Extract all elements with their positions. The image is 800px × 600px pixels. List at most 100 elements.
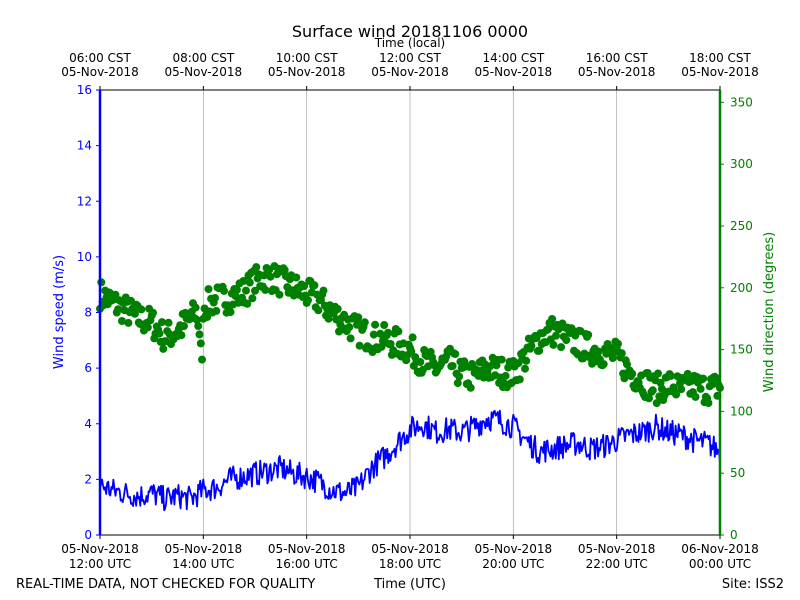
wind-direction-point [300, 282, 309, 290]
wind-direction-point [548, 315, 557, 323]
bottom-tick-time: 00:00 UTC [689, 557, 751, 571]
left-tick-label: 4 [84, 417, 92, 431]
wind-direction-point [369, 330, 378, 339]
wind-direction-point [158, 318, 166, 327]
wind-direction-point [648, 386, 657, 395]
wind-direction-point [252, 263, 261, 272]
wind-direction-point [594, 347, 603, 356]
wind-direction-point [672, 390, 681, 399]
wind-direction-point [535, 346, 544, 355]
wind-direction-point [212, 306, 221, 315]
left-tick-label: 2 [84, 472, 92, 486]
wind-direction-point [466, 383, 475, 392]
left-axis-ticks: 0 2 4 6 8 10 12 14 16 [77, 83, 100, 542]
right-tick-label: 50 [730, 466, 745, 480]
wind-direction-point [196, 339, 205, 348]
bottom-tick-date: 05-Nov-2018 [371, 542, 449, 556]
wind-direction-point [501, 371, 510, 380]
left-tick-label: 8 [84, 306, 92, 320]
left-tick-label: 10 [77, 250, 92, 264]
right-tick-label: 0 [730, 528, 738, 542]
right-axis-label: Wind direction (degrees) [762, 232, 777, 392]
wind-direction-point [522, 356, 531, 365]
wind-direction-point [708, 380, 717, 389]
top-tick-date: 05-Nov-2018 [371, 65, 449, 79]
wind-direction-point [251, 286, 259, 295]
wind-direction-point [155, 329, 164, 338]
right-axis-ticks: 0 50 100 150 200 250 300 350 [720, 95, 753, 542]
x-axis-label: Time (UTC) [373, 577, 446, 592]
top-tick-time: 06:00 CST [69, 51, 131, 65]
wind-direction-point [114, 305, 123, 314]
wind-direction-point [453, 379, 462, 388]
wind-direction-point [455, 372, 464, 381]
bottom-tick-time: 18:00 UTC [379, 557, 441, 571]
wind-direction-point [232, 285, 241, 294]
wind-direction-point [292, 273, 301, 282]
wind-direction-point [164, 318, 173, 327]
right-tick-label: 150 [730, 343, 753, 357]
top-tick-time: 12:00 CST [379, 51, 441, 65]
top-tick-date: 05-Nov-2018 [475, 65, 553, 79]
wind-direction-point [666, 371, 675, 380]
bottom-tick-date: 05-Nov-2018 [61, 542, 139, 556]
right-tick-label: 350 [730, 95, 753, 109]
grid-lines [202, 90, 618, 535]
wind-direction-point [360, 318, 369, 327]
top-tick-time: 18:00 CST [689, 51, 751, 65]
wind-direction-point [266, 272, 275, 281]
wind-direction-point [310, 281, 319, 290]
wind-direction-point [346, 334, 355, 343]
wind-direction-point [371, 320, 380, 329]
left-tick-label: 12 [77, 194, 92, 208]
bottom-tick-date: 05-Nov-2018 [475, 542, 553, 556]
top-tick-date: 05-Nov-2018 [61, 65, 139, 79]
wind-direction-point [376, 329, 385, 338]
wind-direction-point [355, 341, 364, 350]
wind-direction-point [248, 294, 257, 303]
wind-direction-point [195, 330, 204, 339]
wind-direction-point [497, 355, 506, 364]
wind-direction-point [275, 290, 284, 299]
wind-direction-point [527, 341, 536, 350]
wind-direction-point [704, 399, 713, 407]
wind-direction-point [652, 399, 661, 408]
chart-title: Surface wind 20181106 0000 [292, 22, 528, 41]
bottom-tick-date: 05-Nov-2018 [165, 542, 243, 556]
wind-direction-point [384, 328, 392, 337]
left-tick-label: 6 [84, 361, 92, 375]
right-tick-label: 100 [730, 404, 753, 418]
wind-direction-point [204, 285, 213, 294]
wind-direction-point [386, 340, 395, 348]
top-tick-time: 08:00 CST [172, 51, 234, 65]
wind-direction-point [617, 349, 626, 358]
wind-direction-point [521, 364, 529, 373]
wind-direction-point [130, 309, 139, 318]
wind-direction-point [691, 392, 700, 401]
wind-direction-point [198, 355, 206, 364]
wind-direction-point [260, 271, 268, 280]
wind-direction-series [96, 262, 724, 408]
wind-direction-point [549, 340, 558, 349]
wind-direction-point [645, 394, 653, 403]
wind-direction-point [620, 374, 629, 383]
wind-direction-point [177, 331, 186, 340]
wind-direction-point [448, 362, 457, 370]
wind-direction-point [696, 384, 705, 393]
bottom-tick-date: 05-Nov-2018 [268, 542, 346, 556]
bottom-tick-time: 20:00 UTC [482, 557, 544, 571]
top-tick-date: 05-Nov-2018 [578, 65, 656, 79]
right-tick-label: 200 [730, 281, 753, 295]
left-tick-label: 14 [77, 139, 92, 153]
wind-direction-point [211, 294, 219, 302]
wind-direction-point [124, 318, 133, 327]
wind-direction-point [243, 299, 252, 308]
top-tick-time: 10:00 CST [276, 51, 338, 65]
wind-speed-line [99, 409, 721, 512]
wind-direction-point [552, 331, 560, 340]
wind-direction-point [486, 362, 495, 371]
bottom-tick-time: 14:00 UTC [172, 557, 234, 571]
